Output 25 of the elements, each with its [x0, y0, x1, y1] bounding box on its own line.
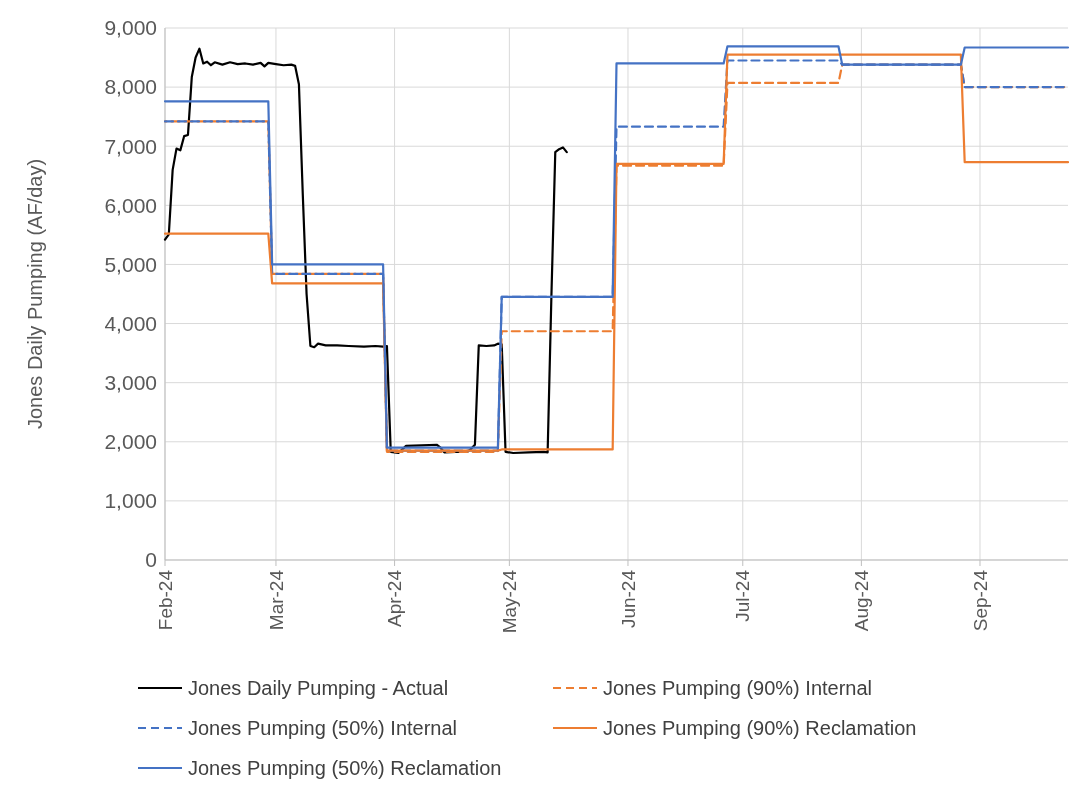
y-tick-label: 5,000	[104, 252, 157, 276]
x-tick-label: Apr-24	[384, 569, 406, 628]
y-axis-title: Jones Daily Pumping (AF/day)	[24, 158, 46, 430]
legend-label: Jones Pumping (90%) Reclamation	[603, 717, 917, 739]
y-tick-label: 8,000	[104, 75, 157, 99]
x-tick-label: Jul-24	[732, 569, 754, 622]
y-tick-label: 4,000	[104, 311, 157, 335]
y-tick-label: 2,000	[104, 430, 157, 454]
x-tick-label: Aug-24	[851, 569, 873, 632]
y-tick-label: 7,000	[104, 134, 157, 158]
x-tick-label: Mar-24	[265, 569, 287, 631]
legend-label: Jones Pumping (50%) Reclamation	[188, 757, 502, 779]
x-tick-label: Feb-24	[154, 569, 176, 631]
line-series	[163, 47, 568, 455]
y-tick-label: 6,000	[104, 193, 157, 217]
legend-label: Jones Pumping (50%) Internal	[188, 717, 458, 739]
y-tick-label: 3,000	[104, 371, 157, 395]
x-tick-label: Jun-24	[617, 569, 639, 629]
legend-label: Jones Daily Pumping - Actual	[188, 677, 449, 699]
y-tick-label: 9,000	[104, 16, 157, 40]
x-tick-label: Sep-24	[969, 569, 991, 632]
y-tick-label: 0	[145, 548, 157, 572]
x-tick-label: May-24	[499, 569, 521, 634]
legend-label: Jones Pumping (90%) Internal	[603, 677, 873, 699]
y-tick-label: 1,000	[104, 489, 157, 513]
